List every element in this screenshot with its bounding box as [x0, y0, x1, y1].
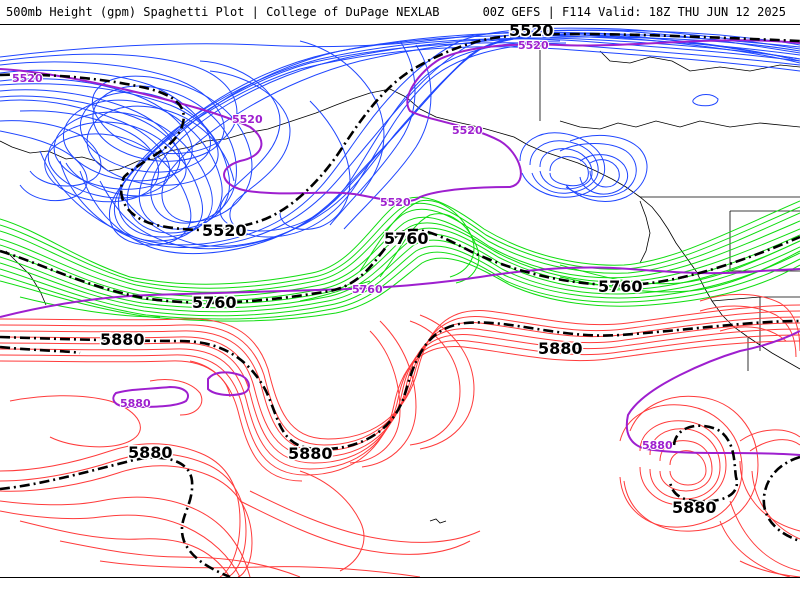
mean-label-5760-east: 5760: [598, 277, 643, 296]
clim-label-5520-east: 5520: [452, 124, 483, 137]
mean-label-5760-center: 5760: [384, 229, 429, 248]
mean-label-5880-center: 5880: [288, 444, 333, 463]
climatology-contours: [0, 39, 800, 456]
mean-label-5880-west: 5880: [100, 330, 145, 349]
run-valid-time: 00Z GEFS | F114 Valid: 18Z THU JUN 12 20…: [482, 5, 786, 19]
ensemble-mean-lines: [0, 32, 800, 577]
mean-labels: 5520 5520 5760 5760 5760 5880 5880 5880 …: [99, 25, 719, 519]
ensemble-5520-lines: [0, 27, 800, 255]
mean-label-5880-southeast: 5880: [672, 498, 717, 517]
ensemble-5760-lines: [0, 196, 800, 322]
header-bar: 500mb Height (gpm) Spaghetti Plot | Coll…: [0, 0, 800, 24]
mean-label-5520-top: 5520: [509, 25, 554, 40]
map-canvas: 5520 5520 5760 5760 5760 5880 5880 5880 …: [0, 25, 800, 577]
clim-label-5520-top: 5520: [518, 39, 549, 52]
clim-label-5520-west: 5520: [12, 72, 43, 85]
mean-label-5880-south: 5880: [128, 443, 173, 462]
clim-label-5520-south: 5520: [380, 196, 411, 209]
climatology-labels: 5520 5520 5520 5520 5520 5760 5880 5880: [11, 38, 674, 453]
clim-label-5880-west: 5880: [120, 397, 151, 410]
plot-title: 500mb Height (gpm) Spaghetti Plot | Coll…: [6, 5, 440, 19]
clim-label-5520-mid: 5520: [232, 113, 263, 126]
clim-label-5880-east: 5880: [642, 439, 673, 452]
mean-label-5880-east: 5880: [538, 339, 583, 358]
ensemble-5880-lines: [0, 294, 800, 577]
mean-label-5520-mid: 5520: [202, 221, 247, 240]
mean-label-5760-west: 5760: [192, 293, 237, 312]
spaghetti-map: 5520 5520 5760 5760 5760 5880 5880 5880 …: [0, 24, 800, 578]
clim-label-5760: 5760: [352, 283, 383, 296]
